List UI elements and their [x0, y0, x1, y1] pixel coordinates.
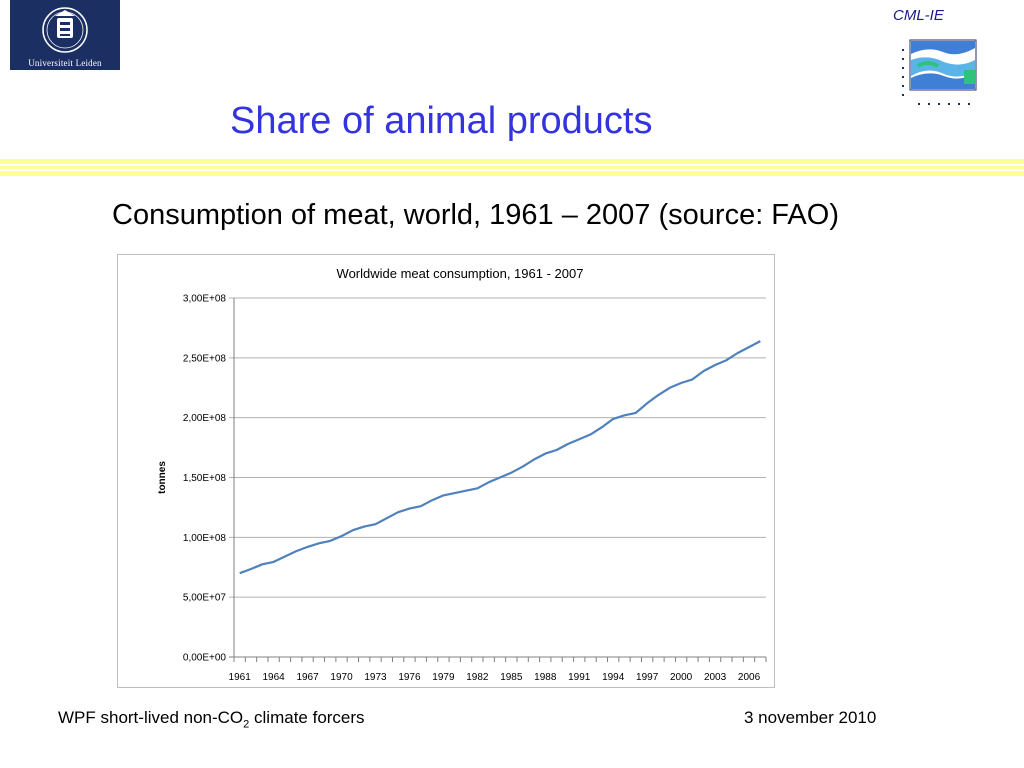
x-tick-label: 2006	[738, 672, 761, 683]
x-tick-label: 1967	[296, 672, 319, 683]
y-tick-label: 1,00E+08	[183, 533, 227, 544]
logo-text: Universiteit Leiden	[28, 58, 102, 68]
x-tick-label: 1973	[364, 672, 387, 683]
divider-rule	[0, 171, 1024, 176]
y-axis-label: tonnes	[157, 461, 168, 494]
y-tick-labels: 0,00E+00 5,00E+07 1,00E+08 1,50E+08 2,00E+08…	[183, 294, 227, 664]
slide-subtitle: Consumption of meat, world, 1961 – 2007 …	[112, 199, 839, 231]
divider-rule	[0, 159, 1024, 164]
chart-grid	[229, 297, 766, 658]
footer-date: 3 november 2010	[744, 708, 877, 727]
x-tick-label: 1985	[500, 672, 523, 683]
x-tick-label: 1964	[262, 672, 285, 683]
footer-left-sub: 2	[243, 718, 250, 731]
x-tick-label: 2000	[670, 672, 693, 683]
university-logo: Universiteit Leiden	[10, 0, 120, 70]
chart-series	[239, 340, 761, 575]
y-tick-label: 1,50E+08	[183, 473, 227, 484]
y-tick-label: 5,00E+07	[183, 593, 227, 604]
chart-frame: Worldwide meat consumption, 1961 - 2007 …	[117, 254, 775, 688]
line-chart: Worldwide meat consumption, 1961 - 2007 …	[157, 266, 767, 683]
chart-axes	[233, 298, 767, 662]
x-tick-label: 1976	[398, 672, 421, 683]
series-line	[239, 340, 761, 575]
y-tick-label: 2,50E+08	[183, 353, 227, 364]
cml-logo-icon	[902, 39, 977, 105]
footer-left-suffix: climate forcers	[249, 708, 365, 727]
x-tick-label: 1982	[466, 672, 489, 683]
x-tick-label: 1997	[636, 672, 659, 683]
y-tick-label: 0,00E+00	[183, 653, 227, 664]
chart-title: Worldwide meat consumption, 1961 - 2007	[337, 266, 584, 281]
x-tick-label: 2003	[704, 672, 727, 683]
x-tick-labels: 1961 1964 1967 1970 1973 1976 1979 1982 1985 1988…	[229, 672, 761, 683]
y-tick-label: 3,00E+08	[183, 294, 227, 305]
y-tick-label: 2,00E+08	[183, 413, 227, 424]
divider-rule	[0, 166, 1024, 169]
cml-label: CML-IE	[893, 7, 944, 24]
footer-left-prefix: WPF short-lived non-CO	[58, 708, 244, 727]
x-tick-label: 1994	[602, 672, 625, 683]
university-seal-icon	[42, 7, 88, 53]
slide-title: Share of animal products	[230, 100, 653, 142]
x-tick-label: 1979	[432, 672, 455, 683]
x-tick-label: 1970	[330, 672, 353, 683]
x-tick-label: 1991	[568, 672, 591, 683]
footer-left: WPF short-lived non-CO2 climate forcers	[58, 708, 365, 730]
x-tick-label: 1961	[229, 672, 252, 683]
x-tick-label: 1988	[534, 672, 557, 683]
